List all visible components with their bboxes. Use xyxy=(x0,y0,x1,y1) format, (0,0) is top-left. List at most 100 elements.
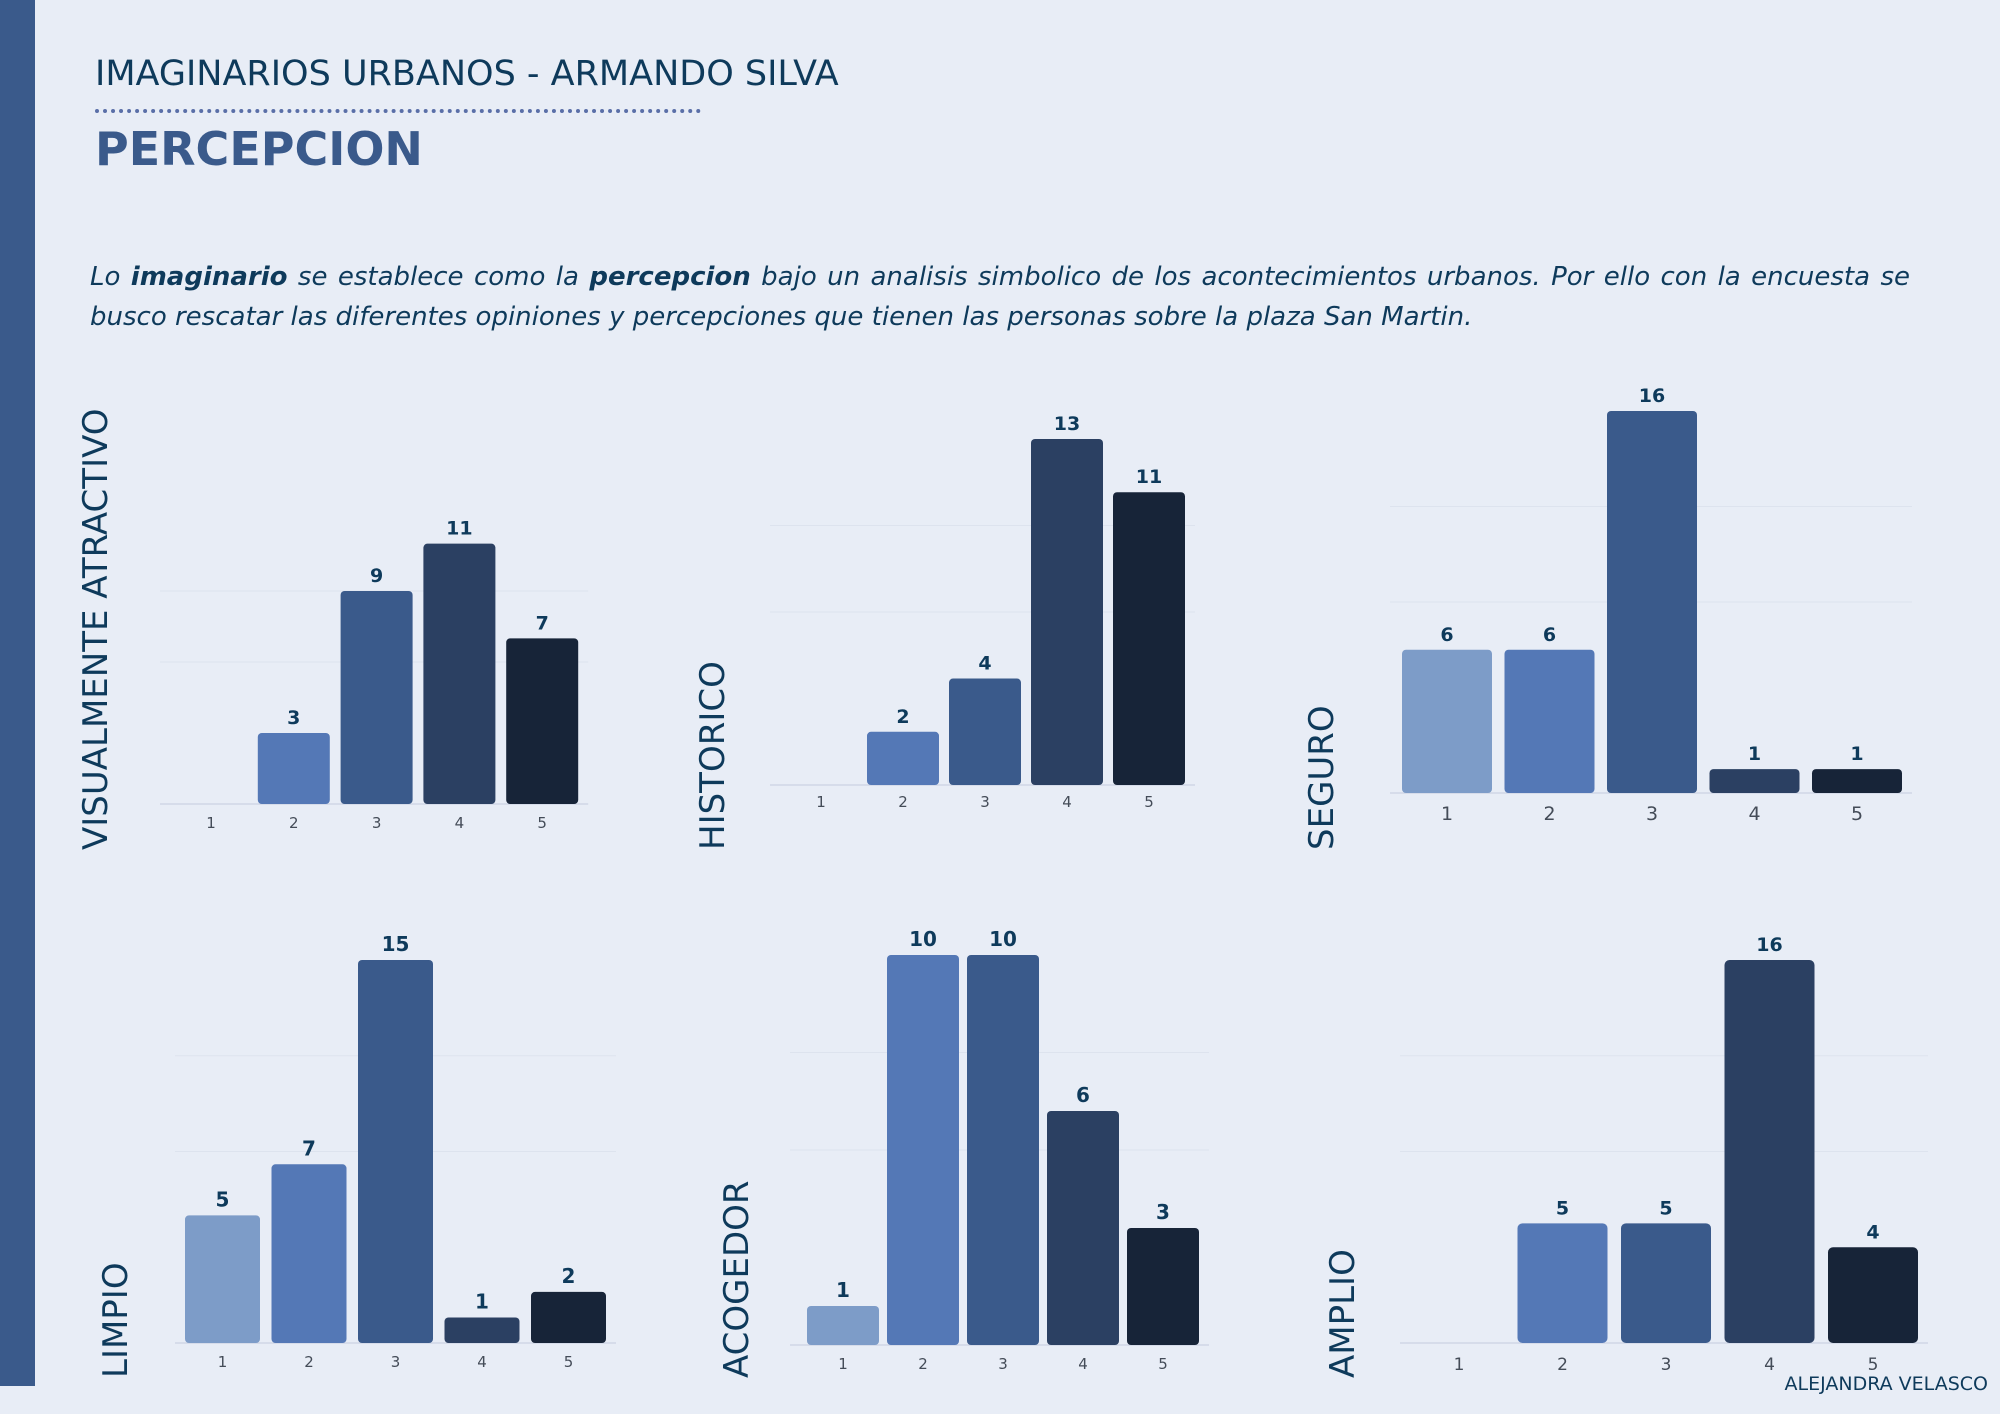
bar-5 xyxy=(1113,492,1185,785)
data-label: 11 xyxy=(446,518,472,540)
bar-4 xyxy=(423,543,496,804)
tick-label: 3 xyxy=(998,1355,1008,1373)
data-label: 3 xyxy=(287,707,300,729)
intro-paragraph: Lo imaginario se establece como la perce… xyxy=(90,257,1910,337)
tick-label: 2 xyxy=(898,793,908,811)
tick-label: 5 xyxy=(1868,1355,1879,1375)
tick-label: 3 xyxy=(980,793,990,811)
bar-5 xyxy=(1828,1247,1918,1343)
tick-label: 4 xyxy=(455,814,465,832)
tick-label: 4 xyxy=(1764,1355,1775,1375)
page-title: PERCEPCION xyxy=(95,122,423,176)
bar-3 xyxy=(1607,411,1697,793)
tick-label: 2 xyxy=(289,814,299,832)
author-credit: ALEJANDRA VELASCO xyxy=(1784,1373,1988,1395)
bar-2 xyxy=(1504,649,1595,793)
chart-label-acogedor: ACOGEDOR xyxy=(717,1180,757,1378)
tick-label: 4 xyxy=(1748,803,1760,825)
bar-3 xyxy=(340,591,413,804)
chart-limpio: 5 1 7 2 15 3 1 4 2 5 xyxy=(175,932,616,1371)
bar-1 xyxy=(807,1306,879,1345)
bar-4 xyxy=(1031,439,1103,785)
tick-label: 2 xyxy=(1543,803,1555,825)
chart-label-seguro: SEGURO xyxy=(1302,705,1342,850)
tick-label: 1 xyxy=(838,1355,848,1373)
tick-label: 5 xyxy=(537,814,547,832)
chart-acogedor: 1 1 10 2 10 3 6 4 3 5 xyxy=(790,927,1209,1373)
data-label: 2 xyxy=(562,1264,576,1288)
data-label: 6 xyxy=(1440,624,1453,646)
bar-2 xyxy=(867,731,939,785)
header-divider xyxy=(95,109,701,113)
tick-label: 5 xyxy=(564,1353,574,1371)
chart-label-amplio: AMPLIO xyxy=(1323,1249,1363,1378)
chart-historico: 1 2 2 4 3 13 4 11 5 xyxy=(770,413,1195,811)
tick-label: 2 xyxy=(918,1355,928,1373)
bar-5 xyxy=(531,1291,606,1343)
data-label: 4 xyxy=(1866,1221,1879,1243)
chart-visualmente-atractivo: 1 3 2 9 3 11 4 7 5 xyxy=(160,518,589,832)
bar-4 xyxy=(1047,1111,1119,1345)
bar-4 xyxy=(1724,960,1815,1343)
bar-1 xyxy=(185,1215,260,1343)
intro-text: se establece como la xyxy=(287,262,590,292)
data-label: 1 xyxy=(1748,743,1761,765)
bar-2 xyxy=(1517,1223,1608,1343)
data-label: 7 xyxy=(536,612,549,634)
data-label: 7 xyxy=(302,1136,316,1160)
data-label: 5 xyxy=(1659,1197,1672,1219)
data-label: 6 xyxy=(1076,1083,1090,1107)
bar-4 xyxy=(1709,769,1800,793)
bar-4 xyxy=(444,1317,520,1343)
tick-label: 3 xyxy=(1646,803,1658,825)
data-label: 15 xyxy=(382,932,410,956)
data-label: 1 xyxy=(1850,743,1863,765)
tick-label: 4 xyxy=(1062,793,1072,811)
tick-label: 4 xyxy=(477,1353,487,1371)
bar-5 xyxy=(1127,1228,1199,1345)
bar-3 xyxy=(1621,1223,1711,1343)
data-label: 2 xyxy=(896,706,909,728)
tick-label: 1 xyxy=(1441,803,1453,825)
intro-text: Lo xyxy=(90,262,131,292)
bar-5 xyxy=(1812,769,1902,793)
tick-label: 5 xyxy=(1851,803,1863,825)
intro-keyword-percepcion: percepcion xyxy=(589,262,751,292)
intro-text: bajo un analisis simbolico de los aconte… xyxy=(90,262,1910,332)
bar-2 xyxy=(887,955,959,1345)
chart-label-visualmente-atractivo: VISUALMENTE ATRACTIVO xyxy=(76,408,116,850)
chart-label-limpio: LIMPIO xyxy=(96,1262,136,1378)
tick-label: 2 xyxy=(1557,1355,1568,1375)
data-label: 1 xyxy=(475,1289,489,1313)
tick-label: 3 xyxy=(372,814,382,832)
bar-2 xyxy=(257,733,330,804)
bar-1 xyxy=(1402,649,1492,793)
data-label: 16 xyxy=(1639,385,1665,407)
chart-label-historico: HISTORICO xyxy=(693,661,733,850)
data-label: 9 xyxy=(370,565,383,587)
tick-label: 3 xyxy=(1661,1355,1672,1375)
tick-label: 1 xyxy=(218,1353,228,1371)
intro-keyword-imaginario: imaginario xyxy=(130,262,288,292)
data-label: 13 xyxy=(1054,413,1080,435)
chart-amplio: 1 5 2 5 3 16 4 4 5 xyxy=(1400,934,1928,1375)
data-label: 4 xyxy=(978,653,991,675)
bar-3 xyxy=(358,960,433,1343)
data-label: 16 xyxy=(1756,934,1782,956)
data-label: 3 xyxy=(1156,1200,1170,1224)
header-title: IMAGINARIOS URBANOS - ARMANDO SILVA xyxy=(95,54,839,94)
tick-label: 1 xyxy=(206,814,216,832)
tick-label: 3 xyxy=(391,1353,401,1371)
tick-label: 1 xyxy=(816,793,826,811)
side-accent-bar xyxy=(0,0,35,1386)
tick-label: 1 xyxy=(1454,1355,1465,1375)
bar-3 xyxy=(967,955,1039,1345)
data-label: 10 xyxy=(909,927,937,951)
data-label: 1 xyxy=(836,1278,850,1302)
data-label: 5 xyxy=(216,1187,230,1211)
tick-label: 4 xyxy=(1078,1355,1088,1373)
data-label: 11 xyxy=(1136,466,1162,488)
data-label: 5 xyxy=(1556,1197,1569,1219)
bar-2 xyxy=(271,1164,347,1343)
